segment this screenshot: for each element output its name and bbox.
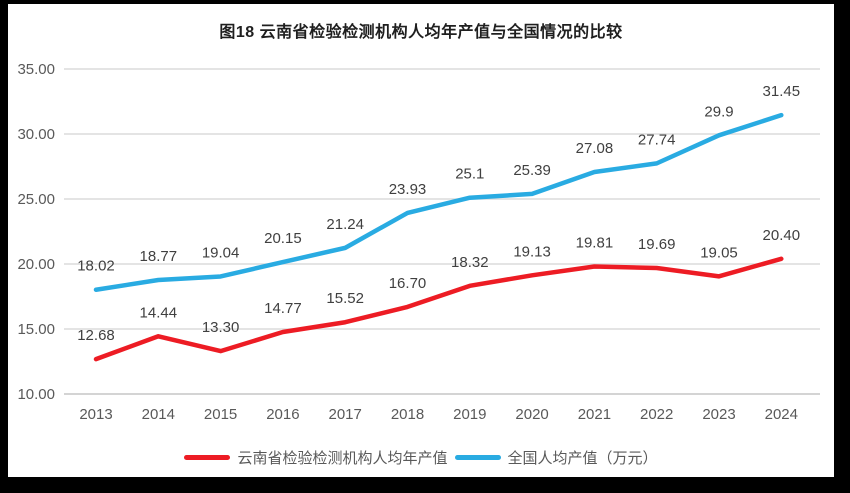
yunnan-data-label: 19.05 (700, 244, 738, 261)
x-tick-label: 2013 (79, 406, 112, 423)
yunnan-series-swatch-icon (184, 455, 231, 460)
chart-panel: 35.00 30.00 25.00 20.00 15.00 10.00 2013 2014 20… (8, 4, 834, 477)
yunnan-series-line (93, 256, 784, 362)
national-data-label: 23.93 (389, 181, 427, 198)
national-data-label: 29.9 (704, 103, 733, 120)
yunnan-data-label: 12.68 (77, 327, 115, 344)
yunnan-series-legend-label: 云南省检验检测机构人均年产值 (237, 450, 448, 467)
y-tick-label: 30.00 (17, 126, 55, 143)
yunnan-data-label: 20.40 (763, 227, 801, 244)
x-tick-label: 2018 (391, 406, 424, 423)
x-tick-label: 2022 (640, 406, 673, 423)
national-data-label: 31.45 (763, 83, 801, 100)
chart-legend: 云南省检验检测机构人均年产值 全国人均产值（万元） (8, 447, 834, 468)
x-tick-label: 2021 (578, 406, 611, 423)
x-tick-label: 2015 (204, 406, 237, 423)
national-data-label: 18.77 (140, 248, 178, 265)
x-tick-label: 2024 (765, 406, 798, 423)
yunnan-data-label: 19.81 (576, 234, 614, 251)
y-tick-label: 10.00 (17, 386, 55, 403)
yunnan-data-label: 18.32 (451, 254, 489, 271)
national-data-label: 18.02 (77, 258, 115, 275)
national-data-label: 27.74 (638, 131, 676, 148)
yunnan-data-label: 19.69 (638, 236, 676, 253)
y-tick-label: 15.00 (17, 321, 55, 338)
yunnan-data-label: 13.30 (202, 319, 240, 336)
yunnan-data-label: 14.77 (264, 300, 302, 317)
national-data-label: 19.04 (202, 244, 240, 261)
y-tick-label: 20.00 (17, 256, 55, 273)
yunnan-data-label: 19.13 (513, 243, 551, 260)
x-tick-label: 2023 (702, 406, 735, 423)
yunnan-data-label: 14.44 (140, 304, 178, 321)
yunnan-data-label: 15.52 (326, 290, 364, 307)
x-tick-label: 2014 (142, 406, 175, 423)
national-series-line (93, 112, 784, 292)
y-tick-label: 35.00 (17, 61, 55, 78)
x-tick-label: 2017 (329, 406, 362, 423)
x-tick-label: 2016 (266, 406, 299, 423)
chart-svg: 35.00 30.00 25.00 20.00 15.00 10.00 2013 2014 20… (17, 61, 820, 423)
chart-title: 图18 云南省检验检测机构人均年产值与全国情况的比较 (219, 24, 623, 41)
yunnan-data-label: 16.70 (389, 275, 427, 292)
national-data-label: 25.39 (513, 162, 551, 179)
national-series-swatch-icon (454, 455, 501, 460)
national-data-label: 21.24 (326, 216, 364, 233)
national-series-legend-label: 全国人均产值（万元） (507, 450, 658, 467)
national-data-label: 27.08 (576, 140, 614, 157)
y-tick-label: 25.00 (17, 191, 55, 208)
x-tick-label: 2019 (453, 406, 486, 423)
national-data-label: 25.1 (455, 166, 484, 183)
national-data-label: 20.15 (264, 230, 302, 247)
x-tick-label: 2020 (515, 406, 548, 423)
